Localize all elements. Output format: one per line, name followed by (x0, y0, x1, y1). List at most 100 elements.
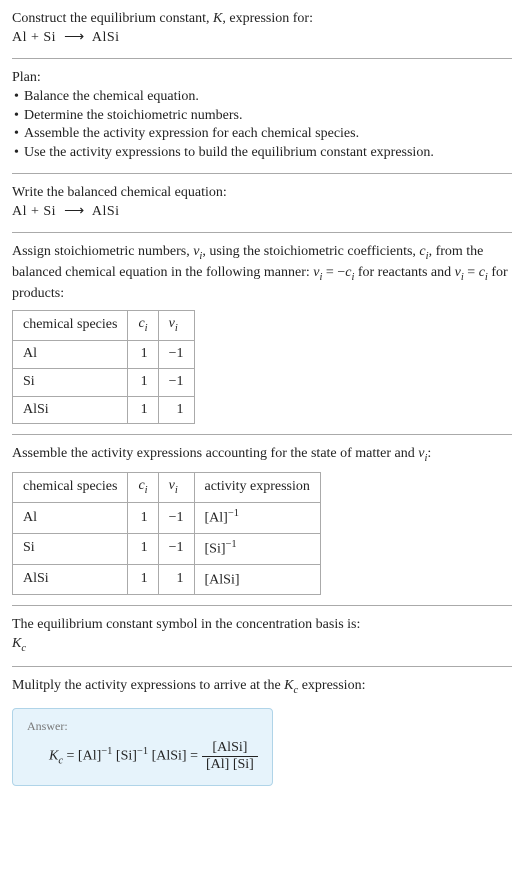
fraction-numerator: [AlSi] (202, 740, 258, 757)
stoich-table: chemical species ci νi Al 1 −1 Si 1 −1 A… (12, 310, 195, 425)
divider (12, 605, 512, 606)
prompt-section: Construct the equilibrium constant, K, e… (12, 10, 512, 48)
k-var: K (213, 11, 222, 26)
plan-text: Determine the stoichiometric numbers. (24, 108, 243, 123)
kc-lhs: Kc = [Al]−1 [Si]−1 [AlSi] = (49, 746, 198, 766)
multiply-section: Mulitply the activity expressions to arr… (12, 677, 512, 698)
plan-item: •Determine the stoichiometric numbers. (12, 107, 512, 126)
cell-species: Si (13, 368, 128, 396)
plan-text: Balance the chemical equation. (24, 89, 199, 104)
cell-species: AlSi (13, 396, 128, 424)
text: for reactants and (354, 265, 454, 280)
bullet-icon: • (14, 107, 24, 126)
rhs: AlSi (92, 204, 120, 219)
expr-base: [AlSi] (205, 572, 240, 587)
col-c: ci (128, 310, 158, 340)
expr-exp: −1 (226, 539, 237, 550)
stoich-section: Assign stoichiometric numbers, νi, using… (12, 243, 512, 424)
cell-expr: [AlSi] (194, 564, 320, 595)
bullet-icon: • (14, 144, 24, 163)
divider (12, 232, 512, 233)
text: = − (322, 265, 345, 280)
text: Assemble the activity expressions accoun… (12, 446, 418, 461)
plan-item: •Balance the chemical equation. (12, 88, 512, 107)
stoich-text: Assign stoichiometric numbers, νi, using… (12, 243, 512, 304)
expr-base: [Al] (205, 511, 228, 526)
activity-table: chemical species ci νi activity expressi… (12, 472, 321, 595)
cell-expr: [Si]−1 (194, 533, 320, 564)
symbol-label: The equilibrium constant symbol in the c… (12, 616, 512, 635)
cell-species: AlSi (13, 564, 128, 595)
text: , expression for: (222, 11, 313, 26)
cell-species: Al (13, 503, 128, 534)
cell-nu: 1 (158, 564, 194, 595)
plan-text: Use the activity expressions to build th… (24, 145, 434, 160)
answer-expression: Kc = [Al]−1 [Si]−1 [AlSi] = [AlSi] [Al] … (49, 740, 258, 773)
cell-nu: −1 (158, 533, 194, 564)
table-row: Si 1 −1 [Si]−1 (13, 533, 321, 564)
answer-fraction: [AlSi] [Al] [Si] (202, 740, 258, 773)
expr-exp: −1 (228, 508, 239, 519)
cell-nu: −1 (158, 368, 194, 396)
balanced-equation: Al + Si ⟶ AlSi (12, 203, 512, 222)
sub: c (21, 643, 26, 654)
term3-base: [AlSi] (152, 749, 187, 764)
sub: i (145, 485, 148, 496)
cell-c: 1 (128, 396, 158, 424)
lhs: Al + Si (12, 30, 56, 45)
text: : (427, 446, 431, 461)
divider (12, 434, 512, 435)
sub: i (175, 323, 178, 334)
text: Assign stoichiometric numbers, (12, 244, 193, 259)
table-row: AlSi 1 1 (13, 396, 195, 424)
symbol-section: The equilibrium constant symbol in the c… (12, 616, 512, 656)
answer-box: Answer: Kc = [Al]−1 [Si]−1 [AlSi] = [AlS… (12, 708, 273, 786)
activity-text: Assemble the activity expressions accoun… (12, 445, 512, 466)
prompt-line: Construct the equilibrium constant, K, e… (12, 10, 512, 29)
text: Mulitply the activity expressions to arr… (12, 678, 284, 693)
divider (12, 58, 512, 59)
text: Construct the equilibrium constant, (12, 11, 213, 26)
table-row: Si 1 −1 (13, 368, 195, 396)
eq: = (63, 749, 78, 764)
arrow-icon: ⟶ (60, 203, 89, 222)
plan-section: Plan: •Balance the chemical equation. •D… (12, 69, 512, 163)
term1-exp: −1 (101, 746, 112, 757)
col-species: chemical species (13, 473, 128, 503)
bullet-icon: • (14, 88, 24, 107)
divider (12, 173, 512, 174)
text: , using the stoichiometric coefficients, (202, 244, 419, 259)
balanced-label: Write the balanced chemical equation: (12, 184, 512, 203)
cell-species: Al (13, 340, 128, 368)
sub: i (175, 485, 178, 496)
table-header-row: chemical species ci νi activity expressi… (13, 473, 321, 503)
sub: i (145, 323, 148, 334)
arrow-icon: ⟶ (60, 29, 89, 48)
text: expression: (298, 678, 365, 693)
bullet-icon: • (14, 125, 24, 144)
cell-c: 1 (128, 340, 158, 368)
prompt-equation: Al + Si ⟶ AlSi (12, 29, 512, 48)
cell-expr: [Al]−1 (194, 503, 320, 534)
symbol-value: Kc (12, 635, 512, 656)
plan-title: Plan: (12, 69, 512, 88)
eq2: = (187, 749, 198, 764)
term2-base: [Si] (116, 749, 137, 764)
text: = (464, 265, 479, 280)
balanced-section: Write the balanced chemical equation: Al… (12, 184, 512, 222)
col-c: ci (128, 473, 158, 503)
k-var: K (284, 678, 293, 693)
cell-c: 1 (128, 368, 158, 396)
cell-c: 1 (128, 533, 158, 564)
plan-text: Assemble the activity expression for eac… (24, 126, 359, 141)
multiply-text: Mulitply the activity expressions to arr… (12, 677, 512, 698)
col-species: chemical species (13, 310, 128, 340)
k-var: K (49, 749, 58, 764)
k-var: K (12, 636, 21, 651)
cell-nu: −1 (158, 503, 194, 534)
cell-c: 1 (128, 564, 158, 595)
cell-nu: 1 (158, 396, 194, 424)
expr-base: [Si] (205, 542, 226, 557)
lhs: Al + Si (12, 204, 56, 219)
answer-label: Answer: (27, 719, 258, 734)
